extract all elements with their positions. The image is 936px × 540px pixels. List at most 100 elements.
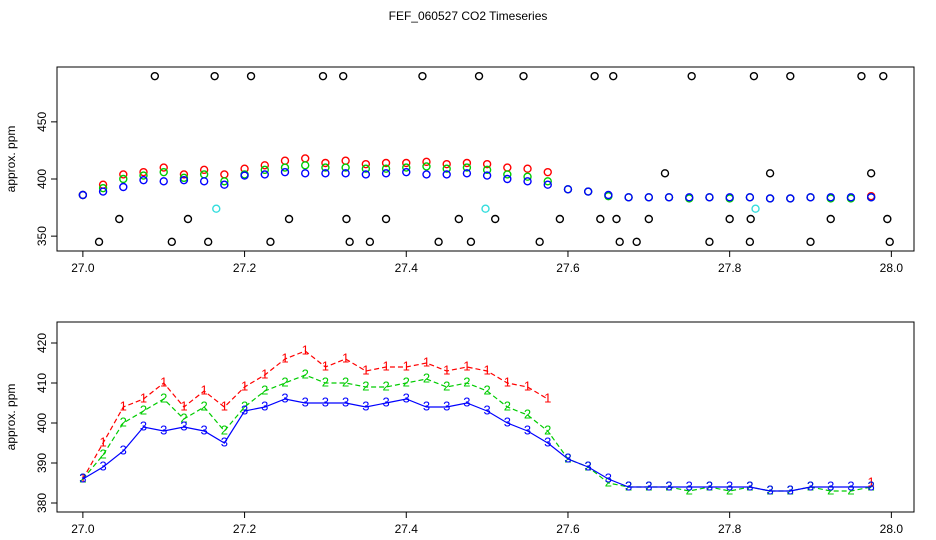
point [280, 163, 290, 172]
point [422, 162, 431, 171]
point-glyph: 1 [241, 378, 248, 393]
point [442, 170, 451, 179]
point [583, 187, 593, 196]
point-glyph: 3 [665, 478, 672, 493]
point [167, 237, 177, 247]
point-glyph: 2 [342, 374, 349, 389]
point-glyph: 2 [120, 414, 127, 429]
point [266, 237, 275, 247]
point [150, 71, 160, 81]
point-glyph: 2 [746, 478, 753, 493]
point-glyph: 2 [201, 398, 208, 413]
point-glyph: 2 [524, 406, 531, 421]
point-glyph: 2 [281, 374, 288, 389]
point [402, 158, 411, 168]
point-glyph: 3 [302, 394, 309, 409]
y-tick-label: 410 [35, 373, 49, 393]
x-tick-label: 27.4 [395, 522, 419, 536]
point-glyph: 1 [221, 398, 228, 413]
point [183, 214, 193, 224]
point [159, 177, 168, 186]
point [885, 237, 894, 247]
point-glyph: 3 [322, 394, 329, 409]
point [745, 193, 755, 202]
point [284, 214, 294, 224]
point-glyph: 3 [524, 422, 531, 437]
point [159, 167, 168, 177]
point [341, 156, 350, 165]
point-glyph: 1 [504, 374, 511, 389]
plot-box [56, 66, 915, 252]
x-tick-label: 28.0 [880, 522, 904, 536]
point-glyph: 2 [625, 478, 632, 493]
point-glyph: 2 [403, 374, 410, 389]
point-glyph: 3 [827, 478, 834, 493]
point [321, 163, 330, 172]
point-glyph: 3 [483, 402, 490, 417]
point [462, 158, 472, 168]
point-glyph: 2 [504, 398, 511, 413]
point [119, 174, 128, 184]
y-axis-label: approx. ppm [4, 126, 18, 193]
point [179, 175, 189, 185]
point [301, 169, 310, 178]
point [260, 165, 269, 175]
point-glyph: 2 [160, 390, 167, 405]
point-glyph: 3 [261, 398, 268, 413]
point-glyph: 3 [99, 458, 106, 473]
point-glyph: 3 [746, 478, 753, 493]
point [199, 177, 209, 186]
point [339, 71, 348, 81]
point [115, 214, 124, 224]
y-tick-label: 400 [35, 413, 49, 433]
point-glyph: 3 [180, 418, 187, 433]
point-glyph: 2 [645, 478, 652, 493]
point [866, 193, 876, 202]
point-glyph: 3 [382, 394, 389, 409]
point [119, 170, 128, 179]
point [857, 71, 866, 81]
point-glyph: 1 [281, 350, 288, 365]
point [119, 182, 128, 192]
point [604, 190, 613, 200]
point [543, 177, 552, 186]
point-glyph: 2 [302, 366, 309, 381]
point [365, 237, 375, 247]
point [402, 163, 411, 172]
point-glyph: 2 [423, 370, 430, 385]
point-glyph: 1 [423, 354, 430, 369]
point-glyph: 1 [342, 350, 349, 365]
point [612, 214, 621, 224]
point-glyph: 3 [787, 482, 794, 497]
point [199, 165, 209, 175]
point-glyph: 2 [322, 374, 329, 389]
y-axis-label: approx. ppm [4, 384, 18, 451]
point [318, 71, 328, 81]
point [503, 174, 512, 184]
point [220, 180, 229, 189]
point [624, 193, 633, 202]
point [615, 237, 624, 247]
x-tick-label: 27.0 [71, 261, 95, 275]
point [220, 170, 229, 179]
point [786, 194, 795, 203]
point-glyph: 3 [79, 470, 86, 485]
point-glyph: 2 [564, 450, 571, 465]
point-glyph: 3 [241, 402, 248, 417]
point-glyph: 3 [544, 434, 551, 449]
point [806, 193, 815, 202]
point [220, 177, 229, 186]
point [240, 171, 249, 180]
y-tick-label: 450 [35, 112, 49, 132]
y-tick-label: 390 [35, 453, 49, 473]
point-glyph: 2 [99, 446, 106, 461]
point-glyph: 3 [504, 414, 511, 429]
point [280, 167, 290, 177]
point [342, 214, 351, 224]
series-line [83, 351, 871, 483]
series-line [82, 374, 872, 492]
point-glyph: 3 [807, 478, 814, 493]
point-glyph: 2 [787, 482, 794, 497]
point-glyph: 2 [79, 470, 86, 485]
